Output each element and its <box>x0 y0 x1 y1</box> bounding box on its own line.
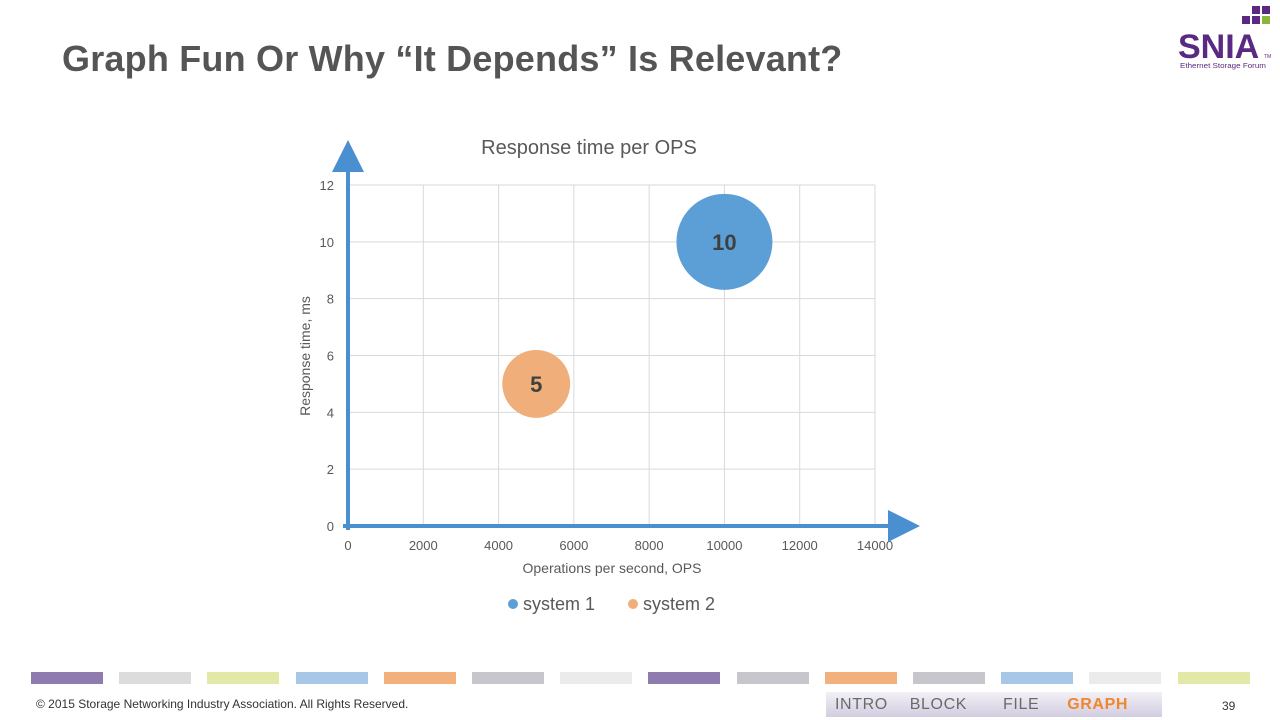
y-tick-label: 10 <box>320 235 334 250</box>
y-axis-label: Response time, ms <box>297 296 313 416</box>
y-tick-label: 12 <box>320 178 334 193</box>
logo-square-3 <box>1242 16 1250 24</box>
nav-tab-graph[interactable]: GRAPH <box>1067 695 1129 713</box>
snia-logo: SNIA TM Ethernet Storage Forum <box>1178 6 1271 70</box>
y-tick-label: 4 <box>327 405 334 420</box>
color-strip-cell <box>472 672 544 684</box>
logo-square-5 <box>1262 16 1270 24</box>
x-tick-label: 14000 <box>857 538 893 553</box>
color-strip-cell <box>31 672 103 684</box>
legend-marker <box>508 599 518 609</box>
logo-square-4 <box>1252 16 1260 24</box>
logo-wordmark: SNIA <box>1178 28 1259 66</box>
logo-trademark: TM <box>1264 54 1271 60</box>
chart-grid <box>347 184 876 527</box>
y-tick-label: 0 <box>327 519 334 534</box>
x-tick-label: 10000 <box>706 538 742 553</box>
nav-tab-block[interactable]: BLOCK <box>909 695 968 713</box>
bubbles: 10 5 <box>502 193 773 418</box>
color-strip-cell <box>913 672 985 684</box>
color-strip-cell <box>207 672 280 684</box>
color-strip-cell <box>560 672 633 684</box>
x-tick-label: 2000 <box>409 538 438 553</box>
slide-title: Graph Fun Or Why “It Depends” Is Relevan… <box>62 38 843 79</box>
legend-marker <box>628 599 638 609</box>
color-strip-cell <box>383 672 456 684</box>
color-strip-cell <box>119 672 192 684</box>
x-axis-label: Operations per second, OPS <box>523 560 702 576</box>
color-strip-cell <box>295 672 368 684</box>
y-tick-label: 2 <box>327 462 334 477</box>
legend-label: system 1 <box>523 594 595 614</box>
x-tick-label: 4000 <box>484 538 513 553</box>
y-axis-ticks: 0 2 4 6 8 10 12 <box>320 178 334 534</box>
x-axis-ticks: 0 2000 4000 6000 8000 10000 12000 14000 <box>344 538 893 553</box>
nav-tab-intro[interactable]: INTRO <box>835 695 888 713</box>
logo-square-2 <box>1262 6 1270 14</box>
bubble-data-label: 10 <box>712 230 736 255</box>
section-nav: INTRO BLOCK FILE GRAPH <box>826 692 1162 717</box>
color-strip-cell <box>736 672 809 684</box>
x-tick-label: 6000 <box>559 538 588 553</box>
color-strip-cell <box>1089 672 1162 684</box>
x-tick-label: 8000 <box>635 538 664 553</box>
footer-copyright: © 2015 Storage Networking Industry Assoc… <box>36 697 409 711</box>
bubble <box>676 193 773 290</box>
x-tick-label: 0 <box>344 538 351 553</box>
legend-label: system 2 <box>643 594 715 614</box>
color-strip-cell <box>648 672 721 684</box>
x-tick-label: 12000 <box>782 538 818 553</box>
color-strip-cell <box>1177 672 1250 684</box>
color-strip-cell <box>1001 672 1074 684</box>
chart-title: Response time per OPS <box>481 137 697 159</box>
logo-subtitle: Ethernet Storage Forum <box>1180 61 1266 70</box>
color-strip-cell <box>824 672 897 684</box>
bubble <box>502 349 571 418</box>
bubble-data-label: 5 <box>530 372 542 397</box>
logo-square-1 <box>1252 6 1260 14</box>
y-tick-label: 8 <box>327 292 334 307</box>
y-tick-label: 6 <box>327 349 334 364</box>
page-number: 39 <box>1222 699 1236 713</box>
nav-tab-file[interactable]: FILE <box>1003 695 1040 713</box>
chart-legend: system 1 system 2 <box>508 594 715 614</box>
